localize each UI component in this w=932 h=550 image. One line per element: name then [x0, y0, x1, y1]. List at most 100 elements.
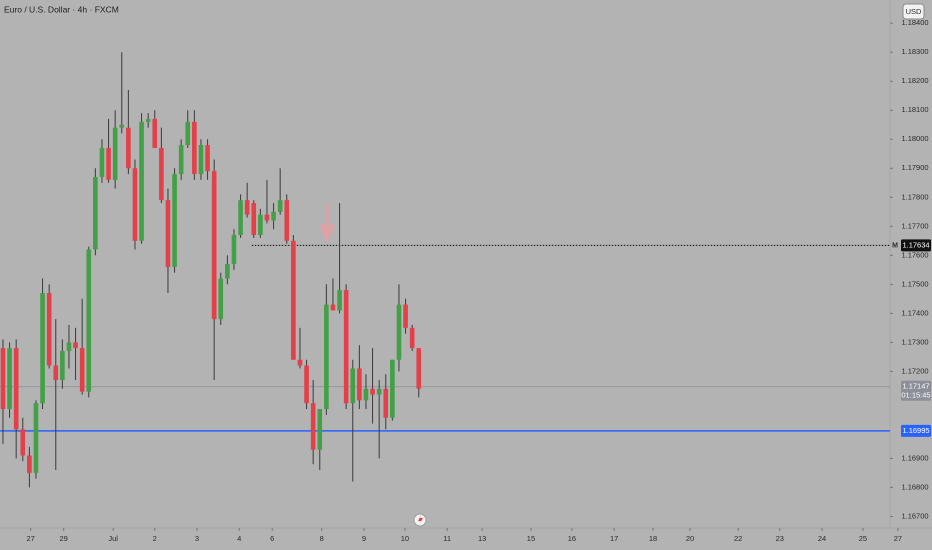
y-tick-label: 1.18000 — [901, 134, 928, 143]
candle-body — [159, 147, 164, 201]
countdown-label: 01:15:45 — [901, 391, 930, 400]
candle-body — [244, 200, 250, 215]
candle-body — [178, 145, 184, 175]
candle-body — [27, 455, 32, 473]
y-tick-label: 1.17400 — [901, 308, 928, 317]
x-tick-label: 29 — [60, 534, 68, 543]
candle-body — [93, 176, 98, 250]
candle-body — [310, 403, 316, 450]
candle-body — [324, 304, 329, 410]
candle-body — [238, 200, 243, 235]
candle-body — [66, 342, 72, 352]
x-tick-label: 4 — [237, 534, 241, 543]
y-tick-label: 1.18300 — [901, 47, 928, 56]
candle-body — [218, 278, 224, 320]
candle-body — [416, 348, 422, 389]
candle-body — [383, 388, 389, 418]
y-tick-label: 1.18200 — [901, 76, 928, 85]
candle-body — [205, 145, 210, 172]
price-label-box — [901, 239, 931, 252]
candle-body — [40, 293, 45, 404]
candle-body — [46, 293, 52, 366]
y-tick-label: 1.17500 — [901, 279, 928, 288]
candle-body — [390, 359, 395, 418]
candle-body — [20, 429, 26, 456]
candle-body — [357, 368, 362, 401]
x-tick-label: 22 — [734, 534, 742, 543]
price-label: 1.16995 — [902, 426, 929, 435]
y-tick-label: 1.17700 — [901, 221, 928, 230]
candle-body — [53, 365, 59, 381]
candle-body — [370, 388, 375, 395]
candle-body — [106, 147, 111, 180]
candle-body — [60, 351, 65, 381]
candle-body — [99, 147, 105, 177]
level-tag: M — [892, 242, 898, 249]
y-tick-label: 1.18400 — [901, 18, 928, 27]
candle-body — [112, 127, 118, 180]
candle-body — [350, 368, 356, 404]
x-tick-label: 2 — [153, 534, 157, 543]
currency-button[interactable] — [902, 3, 925, 20]
candle-body — [126, 127, 131, 169]
y-tick-label: 1.16700 — [901, 511, 928, 520]
y-tick-label: 1.16900 — [901, 453, 928, 462]
candle-body — [291, 240, 296, 360]
candle-body — [258, 214, 263, 235]
price-label-box — [901, 380, 931, 401]
candle-body — [145, 118, 151, 122]
candle-body — [211, 171, 217, 320]
x-tick-label: 24 — [818, 534, 826, 543]
events-bolt — [418, 515, 423, 525]
candle-body — [73, 342, 78, 349]
candle-body — [79, 348, 85, 392]
candle-body — [363, 388, 369, 401]
y-tick-label: 1.17200 — [901, 366, 928, 375]
candle-body — [264, 214, 270, 221]
y-tick-label: 1.17600 — [901, 250, 928, 259]
candle-body — [13, 348, 19, 430]
currency-label[interactable]: USD — [906, 7, 922, 16]
y-tick-label: 1.17800 — [901, 192, 928, 201]
x-tick-label: 23 — [776, 534, 784, 543]
x-tick-label: Jul — [108, 534, 118, 543]
x-tick-label: 25 — [859, 534, 867, 543]
candle-body — [231, 234, 237, 264]
x-tick-label: 8 — [320, 534, 324, 543]
price-label: 1.17634 — [902, 240, 929, 249]
candle-body — [297, 359, 303, 366]
x-tick-label: 10 — [401, 534, 409, 543]
candle-body — [330, 304, 336, 311]
x-tick-label: 13 — [478, 534, 486, 543]
candle-body — [277, 200, 283, 212]
chart-title: Euro / U.S. Dollar · 4h · FXCM — [4, 4, 119, 14]
price-label-box — [901, 424, 931, 437]
candle-body — [198, 145, 204, 175]
x-tick-label: 16 — [568, 534, 576, 543]
candle-body — [139, 121, 144, 241]
x-tick-label: 15 — [527, 534, 535, 543]
candle-body — [317, 409, 323, 450]
candle-body — [304, 365, 309, 404]
candle-body — [152, 118, 158, 148]
y-tick-label: 1.18100 — [901, 105, 928, 114]
x-tick-label: 3 — [195, 534, 199, 543]
y-tick-label: 1.17900 — [901, 163, 928, 172]
x-tick-label: 6 — [270, 534, 274, 543]
candle-body — [376, 388, 382, 395]
x-tick-label: 27 — [894, 534, 902, 543]
x-tick-label: 18 — [649, 534, 657, 543]
x-tick-label: 27 — [27, 534, 35, 543]
candle-body — [284, 200, 290, 241]
candle-body — [33, 403, 39, 473]
price-label: 1.17147 — [902, 382, 929, 391]
candle-body — [403, 304, 408, 328]
candle-body — [0, 348, 6, 410]
y-tick-label: 1.16800 — [901, 482, 928, 491]
candle-body — [119, 124, 125, 128]
x-tick-label: 20 — [686, 534, 694, 543]
candle-body — [192, 121, 197, 175]
candle-body — [172, 174, 177, 267]
